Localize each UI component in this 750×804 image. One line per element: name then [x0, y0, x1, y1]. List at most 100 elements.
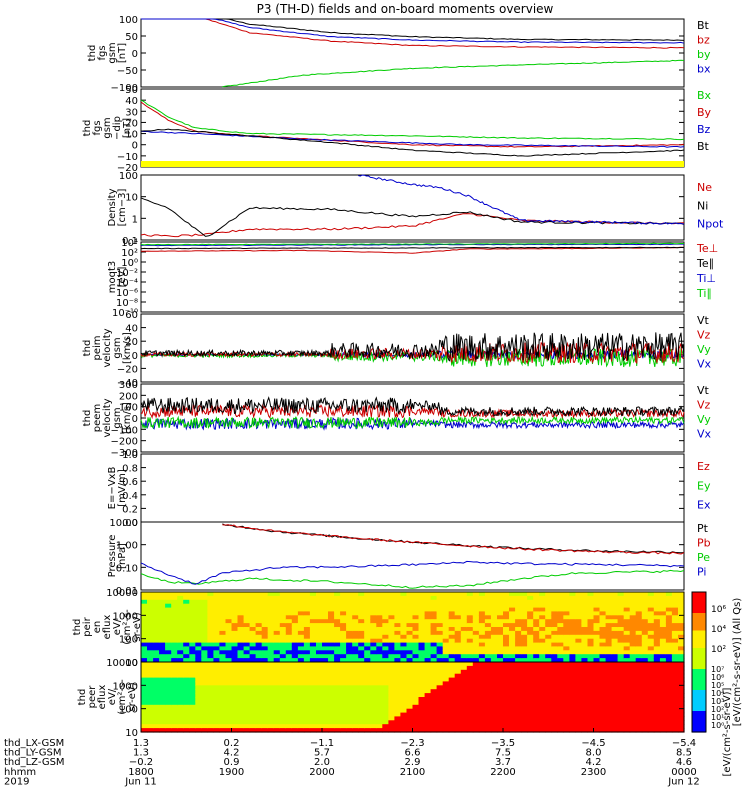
heatmap-cell [189, 716, 196, 721]
heatmap-cell [279, 638, 287, 644]
heatmap-cell [617, 603, 625, 609]
heatmap-cell [394, 681, 401, 686]
heatmap-cell [249, 595, 257, 601]
heatmap-cell [599, 650, 607, 655]
heatmap-cell [249, 630, 257, 636]
heatmap-cell [382, 697, 389, 702]
heatmap-cell [406, 685, 414, 690]
heatmap-cell [509, 658, 516, 663]
heatmap-cell [267, 677, 275, 683]
heatmap-cell [219, 627, 226, 632]
heatmap-cell [370, 728, 377, 733]
heatmap-cell [593, 630, 601, 636]
colorbar-cell [692, 700, 706, 705]
heatmap-cell [309, 595, 317, 601]
heatmap-cell [671, 681, 679, 686]
heatmap-cell [497, 681, 504, 686]
heatmap-cell [442, 615, 450, 620]
heatmap-cell [334, 595, 341, 601]
heatmap-cell [334, 677, 341, 683]
heatmap-cell [527, 650, 534, 655]
heatmap-cell [497, 603, 504, 609]
heatmap-cell [165, 654, 172, 659]
heatmap-cell [309, 619, 317, 624]
heatmap-cell [611, 642, 619, 648]
heatmap-cell [418, 728, 426, 733]
heatmap-cell [213, 708, 220, 714]
x-row-value: 1900 [219, 767, 244, 778]
heatmap-cell [466, 634, 474, 640]
heatmap-cell [171, 697, 178, 702]
heatmap-cell [424, 685, 432, 690]
series-fgs_gsm-bz [141, 18, 685, 49]
heatmap-cell [551, 693, 558, 698]
heatmap-cell [219, 646, 226, 651]
heatmap-cell [219, 697, 226, 702]
heatmap-cell [533, 623, 540, 628]
heatmap-cell [623, 658, 631, 663]
heatmap-cell [189, 642, 196, 648]
heatmap-cell [671, 650, 679, 655]
heatmap-cell [671, 708, 679, 714]
heatmap-cell [328, 700, 335, 706]
heatmap-cell [665, 669, 673, 675]
heatmap-cell [237, 704, 245, 710]
heatmap-cell [442, 627, 450, 632]
heatmap-cell [285, 638, 293, 644]
heatmap-cell [521, 662, 528, 667]
heatmap-cell [285, 642, 293, 648]
heatmap-cell [472, 716, 480, 721]
heatmap-cell [611, 728, 619, 733]
y-axis-label: thd [82, 120, 93, 137]
heatmap-cell [147, 716, 154, 721]
heatmap-cell [460, 646, 468, 651]
heatmap-cell [165, 611, 172, 616]
heatmap-cell [303, 650, 311, 655]
x-row-value: 1800 [128, 767, 153, 778]
heatmap-cell [213, 646, 220, 651]
heatmap-cell [165, 665, 172, 671]
x-row-value: 8.0 [586, 748, 602, 759]
heatmap-cell [267, 673, 275, 679]
heatmap-cell [623, 646, 631, 651]
heatmap-cell [177, 607, 184, 613]
heatmap-cell [285, 697, 293, 702]
heatmap-cell [430, 669, 438, 675]
legend-peim_velocity-0: Vt [697, 314, 710, 327]
heatmap-cell [195, 669, 202, 675]
heatmap-cell [376, 615, 383, 620]
heatmap-cell [611, 650, 619, 655]
heatmap-cell [267, 720, 275, 725]
heatmap-cell [285, 623, 293, 628]
heatmap-cell [581, 592, 588, 597]
heatmap-cell [346, 599, 353, 605]
heatmap-cell [617, 712, 625, 718]
heatmap-cell [183, 716, 190, 721]
heatmap-cell [340, 615, 347, 620]
heatmap-cell [370, 724, 377, 729]
heatmap-cell [285, 654, 293, 659]
heatmap-cell [430, 658, 438, 663]
heatmap-cell [346, 603, 353, 609]
heatmap-cell [497, 724, 504, 729]
heatmap-cell [599, 724, 607, 729]
heatmap-cell [334, 728, 341, 733]
heatmap-cell [249, 712, 257, 718]
heatmap-cell [521, 650, 528, 655]
heatmap-cell [551, 654, 558, 659]
heatmap-cell [153, 673, 160, 679]
heatmap-cell [533, 646, 540, 651]
heatmap-cell [659, 662, 667, 667]
heatmap-cell [503, 716, 510, 721]
heatmap-cell [183, 665, 190, 671]
heatmap-cell [454, 724, 462, 729]
heatmap-cell [273, 728, 281, 733]
heatmap-cell [273, 662, 281, 667]
heatmap-cell [539, 662, 546, 667]
heatmap-cell [183, 615, 190, 620]
heatmap-cell [219, 689, 226, 694]
heatmap-cell [557, 650, 564, 655]
heatmap-cell [201, 658, 208, 663]
heatmap-cell [334, 611, 341, 616]
heatmap-cell [388, 712, 395, 718]
